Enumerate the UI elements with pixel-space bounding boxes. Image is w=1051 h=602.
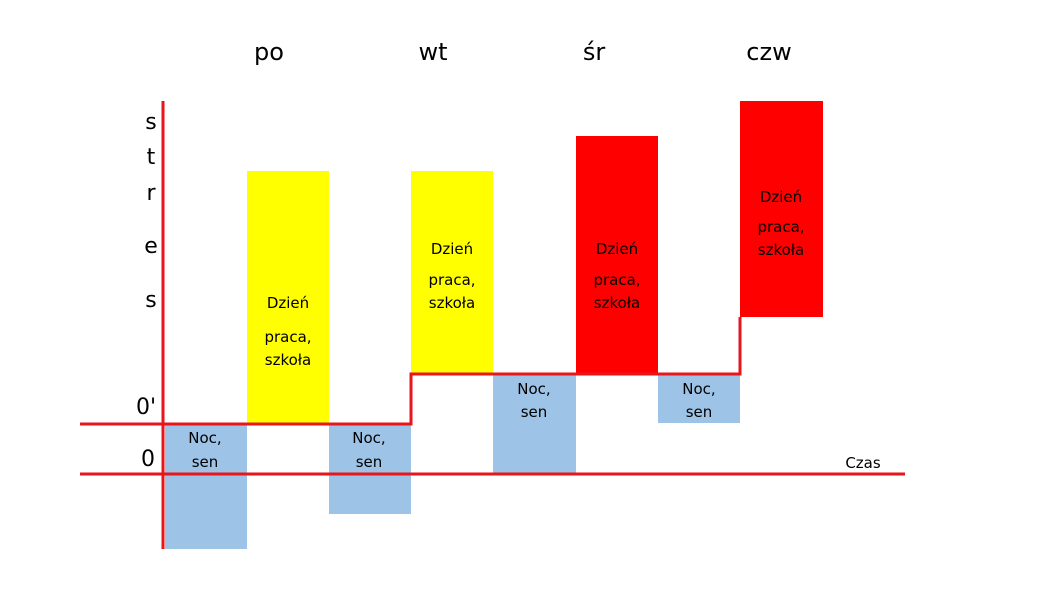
night-label-czw-line2: sen [686,403,713,421]
day-label-sr-line3: szkoła [594,294,640,312]
night-block-po-under [165,474,247,549]
night-block-czw [658,374,740,423]
y-letter-s2: s [145,288,156,313]
day-header-po: po [254,38,284,66]
night-block-sr [493,374,576,474]
night-block-po [165,424,247,474]
day-header-sr: śr [583,38,606,66]
day-block-sr [576,136,658,375]
night-label-sr-line2: sen [521,403,548,421]
day-label-czw-line1: Dzień [760,188,802,206]
y-axis-label-stres: s t r e s [144,110,158,313]
day-label-sr-line2: praca, [593,271,640,289]
day-block-czw [740,101,823,317]
night-block-wt [329,424,411,474]
day-label-po-line3: szkoła [265,351,311,369]
day-header-wt: wt [418,38,447,66]
day-block-wt [411,171,493,374]
night-label-po-line2: sen [192,453,219,471]
day-label-czw-line3: szkoła [758,241,804,259]
day-header-czw: czw [746,38,791,66]
night-block-wt-under [329,474,411,514]
y-tick-baseline: 0 [141,447,155,472]
day-label-po-line1: Dzień [267,294,309,312]
y-letter-t: t [147,145,156,170]
day-headers: po wt śr czw [254,38,792,66]
block-labels: Noc, sen Dzień praca, szkoła Noc, sen Dz… [188,188,804,471]
day-label-wt-line3: szkoła [429,294,475,312]
x-axis-label-czas: Czas [845,454,881,472]
night-label-czw-line1: Noc, [682,380,715,398]
night-label-sr-line1: Noc, [517,380,550,398]
day-label-po-line2: praca, [264,328,311,346]
axes-layer [80,101,905,549]
y-letter-s1: s [145,110,156,135]
blocks-layer [165,101,823,549]
y-letter-e: e [144,234,158,259]
night-label-wt-line2: sen [356,453,383,471]
night-label-po-line1: Noc, [188,429,221,447]
day-label-czw-line2: praca, [757,218,804,236]
shifted-baseline-line [80,317,742,426]
day-label-wt-line2: praca, [428,271,475,289]
day-block-po [247,171,329,424]
night-label-wt-line1: Noc, [352,429,385,447]
y-tick-shifted-baseline: 0' [136,395,156,420]
y-letter-r: r [146,181,156,206]
day-label-sr-line1: Dzień [596,240,638,258]
day-label-wt-line1: Dzień [431,240,473,258]
